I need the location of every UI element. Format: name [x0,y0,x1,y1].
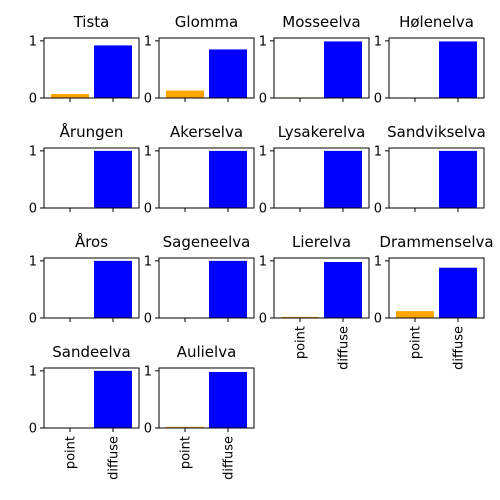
panel-akerselva: Akerselva 0 1 [144,123,255,217]
bar-diffuse [439,267,477,318]
y-tick-label: 1 [29,364,37,379]
y-tick-label: 0 [259,312,267,327]
axes-frame [388,147,485,209]
axes-frame [388,257,485,319]
y-tick-label: 1 [144,34,152,49]
y-tick-label: 1 [144,254,152,269]
x-tick-label: point [294,326,309,359]
axes-frame [273,37,370,99]
panel-lysakerelva: Lysakerelva 0 1 [259,123,370,217]
y-tick-label: 0 [144,312,152,327]
x-tick-label: diffuse [107,436,122,480]
panel-title: Mosseelva [282,13,360,31]
bar-diffuse [209,49,247,98]
axes-frame [273,257,370,319]
y-tick-label: 0 [29,422,37,437]
panel-hølenelva: Hølenelva 0 1 [374,13,485,107]
y-tick-label: 1 [144,144,152,159]
bar-point [166,426,204,428]
panel-title: Sandeelva [52,343,130,361]
bar-point [51,94,89,98]
y-tick-label: 1 [29,144,37,159]
bar-diffuse [324,150,362,208]
bar-diffuse [439,150,477,208]
panel-aulielva: Aulielva 0 1 point diffuse [144,343,255,480]
y-tick-label: 0 [29,202,37,217]
bar-point [166,90,204,98]
y-tick-label: 1 [144,364,152,379]
y-tick-label: 1 [29,254,37,269]
panel-lierelva: Lierelva 0 1 point diffuse [259,233,370,370]
y-tick-label: 0 [374,92,382,107]
y-tick-label: 0 [259,92,267,107]
y-tick-label: 1 [29,34,37,49]
axes-frame [43,257,140,319]
bar-diffuse [94,370,132,428]
y-tick-label: 0 [374,202,382,217]
y-tick-label: 0 [144,92,152,107]
panel-title: Sageneelva [163,233,251,251]
panel-title: Årungen [60,122,124,141]
panel-åros: Åros 0 1 [29,232,140,327]
y-tick-label: 1 [374,254,382,269]
axes-frame [43,367,140,429]
panel-title: Lierelva [292,233,351,251]
bar-point [281,316,319,318]
x-tick-label: point [64,436,79,469]
y-tick-label: 0 [29,92,37,107]
panel-title: Glomma [175,13,238,31]
bar-diffuse [94,260,132,318]
bar-diffuse [324,262,362,318]
y-tick-label: 1 [374,144,382,159]
y-tick-label: 0 [144,202,152,217]
axes-frame [158,147,255,209]
y-tick-label: 1 [259,144,267,159]
y-tick-label: 0 [259,202,267,217]
panel-sageneelva: Sageneelva 0 1 [144,233,255,327]
bar-diffuse [324,41,362,98]
x-tick-label: diffuse [452,326,467,370]
panel-årungen: Årungen 0 1 [29,122,140,217]
axes-frame [388,37,485,99]
bar-diffuse [209,372,247,428]
panel-title: Akerselva [170,123,243,141]
axes-frame [43,147,140,209]
bar-diffuse [94,150,132,208]
panel-tista: Tista 0 1 [29,13,140,107]
panel-sandeelva: Sandeelva 0 1 point diffuse [29,343,140,480]
x-tick-label: diffuse [222,436,237,480]
bar-diffuse [209,150,247,208]
y-tick-label: 1 [259,34,267,49]
axes-frame [158,37,255,99]
panel-mosseelva: Mosseelva 0 1 [259,13,370,107]
panel-title: Tista [73,13,110,31]
panel-title: Sandvikselva [387,123,486,141]
x-tick-label: point [179,436,194,469]
panel-title: Åros [75,232,108,251]
panel-glomma: Glomma 0 1 [144,13,255,107]
panel-title: Aulielva [177,343,237,361]
y-tick-label: 1 [259,254,267,269]
panel-title: Lysakerelva [278,123,366,141]
axes-frame [43,37,140,99]
bar-diffuse [209,260,247,318]
panel-drammenselva: Drammenselva 0 1 point diffuse [374,233,494,370]
bar-diffuse [439,41,477,98]
y-tick-label: 0 [29,312,37,327]
x-tick-label: point [409,326,424,359]
y-tick-label: 0 [144,422,152,437]
axes-frame [158,367,255,429]
bar-diffuse [94,45,132,98]
bar-point [396,311,434,318]
y-tick-label: 1 [374,34,382,49]
panel-sandvikselva: Sandvikselva 0 1 [374,123,486,217]
panel-title: Drammenselva [379,233,493,251]
y-tick-label: 0 [374,312,382,327]
panel-title: Hølenelva [399,13,474,31]
x-tick-label: diffuse [337,326,352,370]
axes-frame [273,147,370,209]
axes-frame [158,257,255,319]
